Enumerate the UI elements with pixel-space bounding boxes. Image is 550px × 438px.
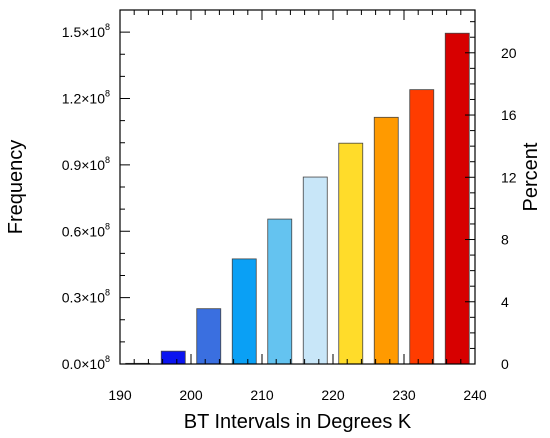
y-tick-label: 0.6×108 <box>62 221 110 239</box>
bar-4 <box>267 218 293 365</box>
y2-tick-label: 8 <box>501 232 509 248</box>
y2-tick-label: 12 <box>501 169 517 185</box>
y2-tick-label: 20 <box>501 45 517 61</box>
x-tick-label: 230 <box>392 387 416 403</box>
y2-tick-label: 16 <box>501 107 517 123</box>
y2-tick-label: 0 <box>501 356 509 372</box>
y2-tick-label: 4 <box>501 294 509 310</box>
bar-9 <box>444 32 470 365</box>
y-tick-label: 0.0×108 <box>62 354 110 372</box>
y2-axis-title: Percent <box>520 142 542 211</box>
y-tick-label: 0.9×108 <box>62 155 110 173</box>
x-tick-label: 210 <box>250 387 274 403</box>
bar-2 <box>196 308 222 365</box>
x-tick-label: 220 <box>321 387 345 403</box>
bar-1 <box>160 350 186 365</box>
bar-5 <box>302 176 328 365</box>
bar-7 <box>373 116 399 365</box>
bars-group <box>125 32 470 365</box>
y-tick-label: 1.2×108 <box>62 89 110 107</box>
x-tick-label: 200 <box>179 387 203 403</box>
plot-frame <box>119 9 476 365</box>
bar-8 <box>409 89 435 365</box>
ticks-group: 190 200 210 220 230 2400.0×1080.3×1080.6×1080… <box>62 10 517 403</box>
x-tick-label: 190 <box>108 387 132 403</box>
y-axis-title: Frequency <box>5 140 27 235</box>
x-axis-title: BT Intervals in Degrees K <box>184 411 412 433</box>
bar-3 <box>231 258 257 365</box>
x-tick-label: 240 <box>463 387 487 403</box>
y-tick-label: 0.3×108 <box>62 288 110 306</box>
y-tick-label: 1.5×108 <box>62 22 110 40</box>
bar-6 <box>338 142 364 365</box>
